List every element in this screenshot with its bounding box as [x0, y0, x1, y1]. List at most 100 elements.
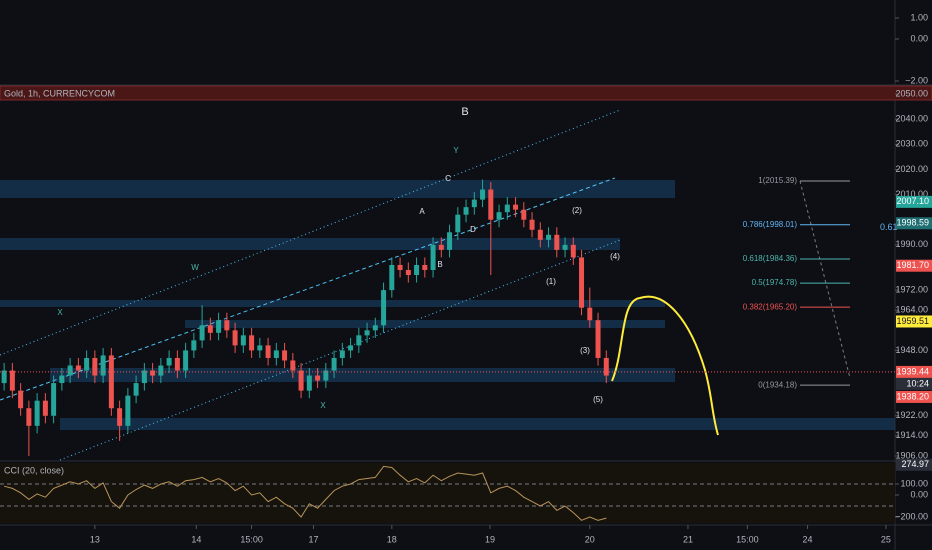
candle-body	[381, 290, 387, 326]
candle-body	[496, 212, 502, 220]
chart-title: Gold, 1h, CURRENCYCOM	[4, 88, 115, 98]
fib-trend	[799, 180, 851, 379]
wave-label: B	[461, 106, 468, 118]
candle-body	[174, 357, 180, 371]
wave-label: (4)	[610, 252, 620, 261]
candle-body	[356, 335, 362, 346]
candle-body	[92, 357, 98, 376]
y-tick-label: 2050.00	[895, 88, 928, 98]
candle-body	[9, 370, 15, 391]
candle-body	[117, 408, 123, 426]
zone	[185, 320, 665, 328]
price-tag-label: 2007.10	[896, 196, 929, 206]
wave-label: X	[57, 308, 63, 317]
y-tick-label: 1972.00	[895, 284, 928, 294]
projection-curve	[611, 295, 719, 436]
wave-label: W	[191, 263, 199, 272]
title-band	[0, 85, 932, 101]
fib-edge-label: 0.61	[880, 222, 898, 232]
fib-label: 0.382(1965.20)	[743, 302, 798, 311]
wave-label: B	[437, 260, 442, 269]
candle-body	[249, 335, 255, 351]
fib-label: 0.786(1998.01)	[743, 220, 798, 229]
cci-tag-label: 274.97	[901, 459, 929, 469]
wave-label: Y	[453, 146, 459, 155]
candle-body	[348, 345, 354, 351]
candle-body	[430, 244, 436, 270]
candle-body	[133, 383, 139, 396]
candle-body	[224, 320, 230, 331]
candle-body	[414, 264, 420, 276]
y-tick-label: 2010.00	[895, 189, 928, 199]
price-tag	[896, 365, 932, 378]
candle-body	[570, 244, 576, 258]
zone	[0, 300, 665, 307]
y-tick-label: 1964.00	[895, 305, 928, 315]
cci-tag	[896, 458, 932, 471]
candle-body	[125, 395, 131, 426]
candle-body	[603, 357, 609, 376]
candle-body	[199, 325, 205, 341]
x-tick-label: 21	[683, 534, 693, 544]
x-tick-label: 25	[881, 534, 891, 544]
x-tick-label: 17	[308, 534, 318, 544]
fib-label: 0.5(1974.78)	[752, 278, 798, 287]
fib-label: 0(1934.18)	[758, 380, 797, 389]
candle-body	[240, 335, 246, 346]
candle-body	[339, 350, 345, 358]
y-tick-label: 100.00	[900, 478, 928, 488]
candle-body	[84, 357, 90, 371]
price-tag-label: 1981.70	[896, 260, 929, 270]
cci-band-bg	[0, 463, 895, 523]
price-tag-label: 1939.44	[896, 366, 929, 376]
candle-body	[513, 204, 519, 210]
candle-body	[455, 214, 461, 233]
price-tag-label: 1938.20	[896, 391, 929, 401]
x-tick-label: 15:00	[240, 534, 263, 544]
candle-body	[438, 244, 444, 250]
cci-title: CCI (20, close)	[4, 465, 64, 475]
candle-body	[521, 209, 527, 220]
candle-body	[315, 375, 321, 381]
candle-body	[265, 345, 271, 358]
countdown-bg	[896, 377, 932, 390]
candle-body	[232, 330, 238, 346]
candle-body	[290, 360, 296, 371]
candle-body	[504, 204, 510, 213]
candle-body	[587, 307, 593, 321]
price-tag	[896, 315, 932, 328]
y-tick-label: 0.00	[910, 33, 928, 43]
wave-label: (1)	[546, 277, 556, 286]
fib-label: 0.618(1984.36)	[743, 254, 798, 263]
wave-label: D	[470, 225, 476, 234]
y-tick-label: 0.00	[910, 489, 928, 499]
x-tick-label: 15:00	[736, 534, 759, 544]
candle-body	[100, 355, 106, 376]
candle-body	[141, 370, 147, 384]
candle-body	[405, 269, 411, 276]
candle-body	[207, 325, 213, 333]
y-tick-label: 1948.00	[895, 345, 928, 355]
y-tick-label: 1922.00	[895, 410, 928, 420]
channel-line	[59, 239, 621, 461]
price-tag	[896, 259, 932, 272]
cci-line	[3, 465, 607, 521]
y-tick-label: 2030.00	[895, 139, 928, 149]
candle-body	[595, 320, 601, 358]
candle-body	[1, 370, 7, 384]
candle-body	[183, 350, 189, 371]
candle-body	[480, 189, 486, 200]
x-tick-label: 14	[191, 534, 201, 544]
price-tag	[896, 217, 932, 230]
candle-body	[150, 370, 156, 376]
y-tick-label: 1914.00	[895, 430, 928, 440]
price-tag	[896, 390, 932, 403]
candle-body	[158, 365, 164, 376]
candle-body	[546, 234, 552, 240]
candle-body	[257, 345, 263, 351]
x-tick-label: 24	[803, 534, 813, 544]
price-tag	[896, 195, 932, 208]
candle-body	[471, 199, 477, 208]
